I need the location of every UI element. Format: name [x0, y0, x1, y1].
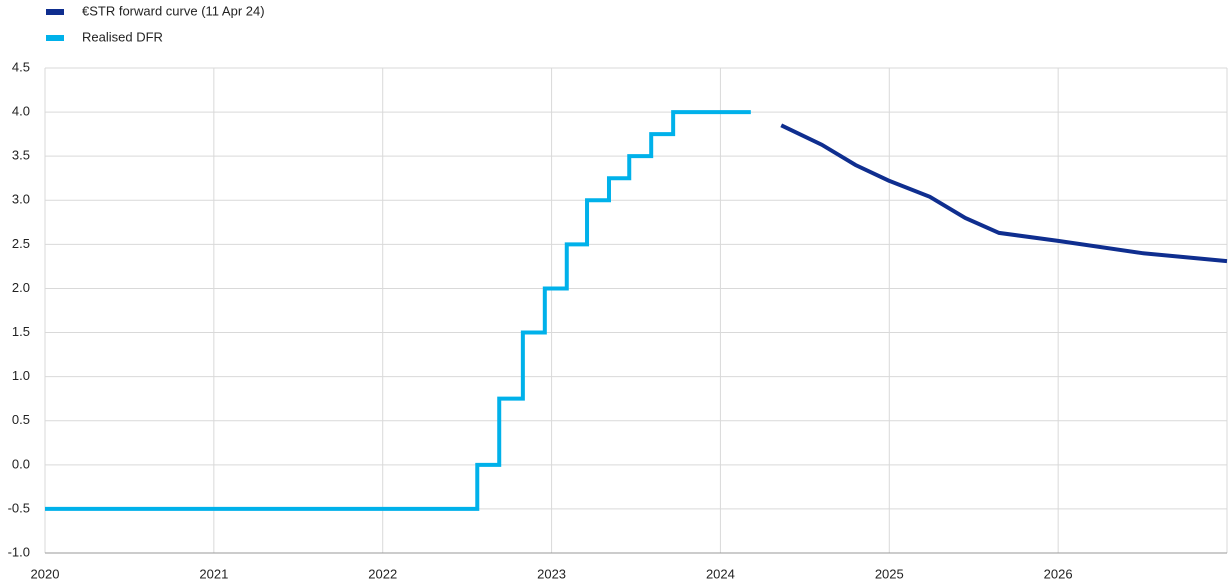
x-tick-label: 2025	[875, 566, 904, 581]
y-tick-label: 4.0	[12, 104, 30, 119]
y-tick-label: 3.0	[12, 192, 30, 207]
x-tick-label: 2020	[31, 566, 60, 581]
y-tick-label: -1.0	[8, 544, 30, 559]
x-tick-label: 2022	[368, 566, 397, 581]
y-tick-label: 2.0	[12, 280, 30, 295]
y-tick-label: 0.5	[12, 412, 30, 427]
y-tick-label: 1.5	[12, 324, 30, 339]
x-tick-label: 2026	[1044, 566, 1073, 581]
x-tick-label: 2024	[706, 566, 735, 581]
series-line	[45, 110, 751, 511]
y-tick-label: -0.5	[8, 500, 30, 515]
legend-label: €STR forward curve (11 Apr 24)	[82, 3, 265, 18]
series-line	[780, 123, 1228, 264]
x-tick-label: 2023	[537, 566, 566, 581]
y-tick-label: 0.0	[12, 456, 30, 471]
legend-swatch	[46, 9, 64, 15]
legend-swatch	[46, 35, 64, 41]
y-tick-label: 2.5	[12, 236, 30, 251]
y-tick-label: 1.0	[12, 368, 30, 383]
y-tick-label: 4.5	[12, 59, 30, 74]
x-tick-label: 2021	[199, 566, 228, 581]
y-tick-label: 3.5	[12, 148, 30, 163]
legend-label: Realised DFR	[82, 29, 163, 44]
